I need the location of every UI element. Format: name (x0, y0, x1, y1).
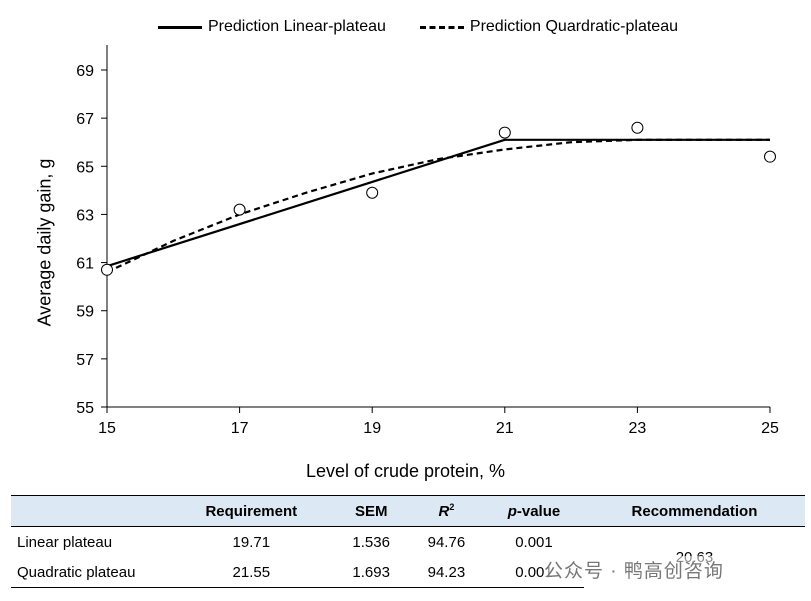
y-tick-label: 59 (76, 304, 94, 321)
legend-dashed-line-icon (419, 25, 464, 29)
header-p-rest: -value (516, 502, 561, 520)
header-empty (11, 495, 169, 527)
observed-point (764, 150, 776, 163)
observed-point (498, 126, 511, 139)
axes: 55 57 59 61 63 65 67 69 15 17 19 21 23 25 (76, 45, 779, 437)
observed-point (233, 203, 246, 216)
y-tick-label: 63 (76, 207, 94, 224)
row-name: Linear plateau (17, 533, 113, 551)
quadratic-plateau-line (106, 138, 770, 274)
row-name: Quadratic plateau (11, 557, 169, 588)
cell-r2: 94.23 (408, 557, 484, 588)
cell-sem: 1.693 (333, 557, 409, 588)
series-layer (101, 121, 776, 276)
cell-p-value: 0.001 (515, 533, 553, 551)
header-sem: SEM (333, 495, 409, 527)
table-header-row: Requirement SEM R2 p-value Recommendatio… (11, 495, 805, 527)
header-r-letter: R (438, 503, 450, 520)
x-tick-label: 21 (496, 420, 514, 437)
cell-sem: 1.536 (352, 533, 390, 551)
header-p-value: p-value (484, 495, 584, 527)
x-tick-label: 19 (363, 420, 381, 437)
table-row: Quadratic plateau 21.55 1.693 94.23 0.00… (11, 557, 805, 588)
x-tick-label: 17 (231, 420, 249, 437)
legend: Prediction Linear-plateau Prediction Qua… (158, 18, 678, 36)
legend-solid-line-icon (158, 25, 202, 29)
y-tick-label: 55 (76, 400, 94, 417)
watermark-text: 公众号 · 鸭高创咨询 (544, 556, 724, 583)
legend-item-linear: Prediction Linear-plateau (158, 18, 386, 36)
observed-point (631, 121, 644, 134)
y-axis-label: Average daily gain, g (34, 158, 55, 327)
y-tick-label: 67 (76, 111, 94, 128)
legend-label-linear: Prediction Linear-plateau (208, 18, 386, 35)
cell-requirement: 19.71 (232, 533, 271, 551)
header-p-letter: p (507, 502, 517, 520)
x-tick-label: 15 (98, 420, 116, 437)
legend-label-quadratic: Prediction Quardratic-plateau (469, 18, 678, 35)
y-tick-label: 65 (76, 159, 94, 176)
header-r2: R2 (408, 495, 484, 527)
header-recommendation: Recommendation (583, 495, 805, 527)
y-tick-label: 69 (76, 63, 94, 80)
table-row: Linear plateau 19.71 1.536 94.76 0.001 2… (11, 527, 805, 566)
cell-r2: 94.76 (427, 533, 466, 551)
y-tick-label: 57 (76, 352, 94, 369)
observed-point (101, 263, 113, 276)
x-axis-label: Level of crude protein, % (305, 461, 506, 481)
x-tick-label: 23 (629, 420, 647, 437)
header-r-superscript: 2 (449, 502, 455, 512)
y-tick-label: 61 (76, 256, 94, 273)
cell-requirement: 21.55 (169, 557, 334, 588)
header-requirement: Requirement (169, 495, 334, 527)
x-tick-label: 25 (761, 420, 779, 437)
observed-point (366, 186, 379, 199)
chart-plot: 55 57 59 61 63 65 67 69 15 17 19 21 23 25 (76, 45, 779, 437)
legend-item-quadratic: Prediction Quardratic-plateau (419, 18, 678, 36)
